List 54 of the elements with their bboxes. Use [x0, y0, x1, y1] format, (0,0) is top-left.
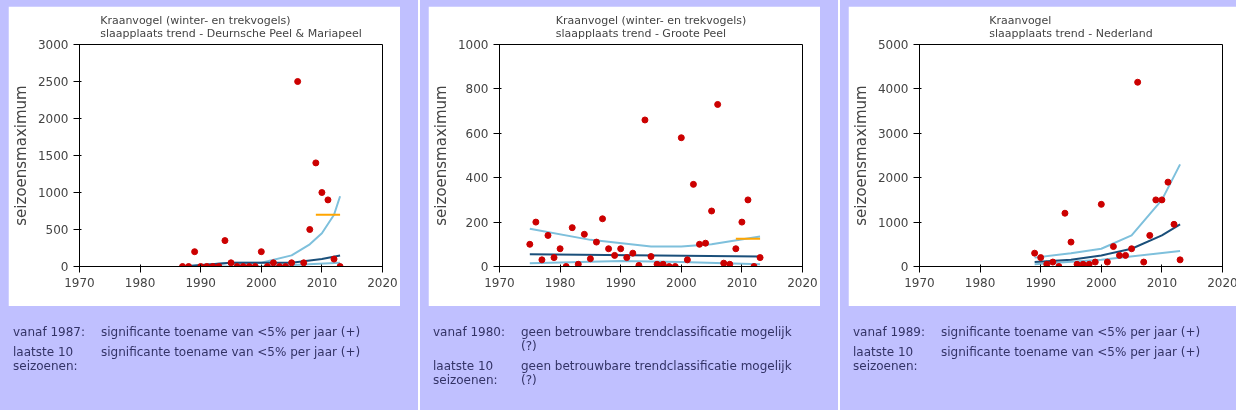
y-tick-label: 0: [60, 260, 69, 274]
y-tick-label: 4000: [877, 82, 909, 97]
x-tick-label: 1970: [904, 275, 935, 290]
x-tick-label: 1990: [185, 275, 216, 290]
y-axis-title: seizoensmaximum: [11, 85, 30, 226]
x-tick-label: 2020: [787, 275, 818, 290]
x-tick-label: 1980: [544, 275, 576, 290]
x-tick-label: 2010: [726, 275, 758, 290]
y-axis-title: seizoensmaximum: [431, 85, 450, 226]
x-tick-label: 1970: [484, 275, 515, 290]
y-tick-label: 3000: [37, 38, 69, 52]
chart-title: Kraanvogel (winter- en trekvogels) slaapplaats trend - Groote Peel: [555, 13, 747, 40]
y-tick-label: 0: [900, 260, 909, 274]
text: vanaf 1987:: [13, 325, 87, 339]
text: vanaf 1989:: [853, 325, 927, 339]
x-tick-label: 2000: [246, 275, 277, 290]
y-tick-label: 0: [480, 260, 489, 274]
x-tick-label: 1980: [964, 275, 996, 290]
x-tick-label: 1970: [64, 275, 95, 290]
text: geen betrouwbare trendclassificatie mogelijk (?): [521, 325, 793, 353]
text: vanaf 1980:: [433, 325, 507, 341]
y-tick-label: 1000: [457, 38, 489, 52]
y-tick-label: 800: [465, 82, 489, 97]
x-tick-label: 2010: [1146, 275, 1178, 290]
chart-title: Kraanvogel slaapplaats trend - Nederland: [989, 13, 1153, 40]
text: significante toename van <5% per jaar (+): [101, 345, 362, 361]
y-tick-label: 5000: [877, 38, 909, 52]
chart-title: Kraanvogel (winter- en trekvogels) slaapplaats trend - Deurnsche Peel & Mariapeel: [100, 13, 362, 40]
y-tick-label: 3000: [877, 126, 909, 141]
y-tick-label: 600: [465, 126, 489, 141]
x-tick-label: 2000: [1086, 275, 1117, 290]
text: significante toename van <5% per jaar (+): [941, 345, 1202, 361]
text: geen betrouwbare trendclassificatie mogelijk (?): [521, 359, 793, 387]
x-tick-label: 2020: [367, 275, 398, 290]
y-tick-label: 500: [45, 223, 69, 237]
x-tick-label: 2000: [666, 275, 697, 290]
y-axis-title: seizoensmaximum: [851, 85, 870, 226]
y-tick-label: 2000: [37, 112, 69, 126]
y-tick-label: 200: [465, 215, 489, 230]
text: laatste 10 seizoenen:: [13, 345, 79, 373]
text: laatste 10 seizoenen:: [433, 359, 499, 387]
text: significante toename van <5% per jaar (+): [941, 325, 1202, 339]
x-tick-label: 1990: [1025, 275, 1056, 290]
y-tick-label: 400: [465, 171, 489, 186]
y-tick-label: 1500: [37, 149, 69, 163]
x-tick-label: 1990: [605, 275, 636, 290]
y-tick-label: 2500: [37, 75, 69, 89]
text: significante toename van <5% per jaar (+): [101, 325, 362, 339]
y-tick-label: 1000: [877, 215, 909, 230]
x-tick-label: 2010: [306, 275, 338, 290]
x-tick-label: 1980: [124, 275, 156, 290]
text: laatste 10 seizoenen:: [853, 345, 919, 373]
y-tick-label: 2000: [877, 171, 909, 186]
y-tick-label: 1000: [37, 186, 69, 200]
